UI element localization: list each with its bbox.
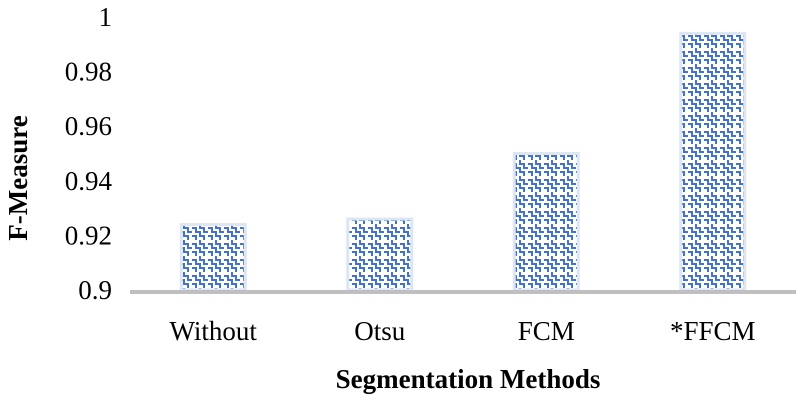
y-tick-label: 1 xyxy=(99,2,113,32)
x-axis-ticks: Without Otsu FCM *FFCM xyxy=(170,316,756,346)
x-tick-label: FCM xyxy=(518,316,575,346)
x-tick-label: Otsu xyxy=(354,316,406,346)
bar xyxy=(179,222,247,292)
bar xyxy=(679,31,747,292)
bar xyxy=(346,217,414,292)
y-tick-label: 0.92 xyxy=(65,220,112,250)
x-tick-label: *FFCM xyxy=(670,316,756,346)
bars-group xyxy=(179,31,747,292)
x-tick-label: Without xyxy=(170,316,258,346)
y-tick-label: 0.98 xyxy=(65,57,112,87)
y-tick-label: 0.9 xyxy=(78,275,112,305)
bar xyxy=(512,152,580,292)
y-axis-ticks: 0.9 0.92 0.94 0.96 0.98 1 xyxy=(65,2,113,305)
x-axis-title: Segmentation Methods xyxy=(336,364,601,394)
y-tick-label: 0.94 xyxy=(65,166,113,196)
y-tick-label: 0.96 xyxy=(65,111,112,141)
y-axis-title: F-Measure xyxy=(3,115,33,240)
